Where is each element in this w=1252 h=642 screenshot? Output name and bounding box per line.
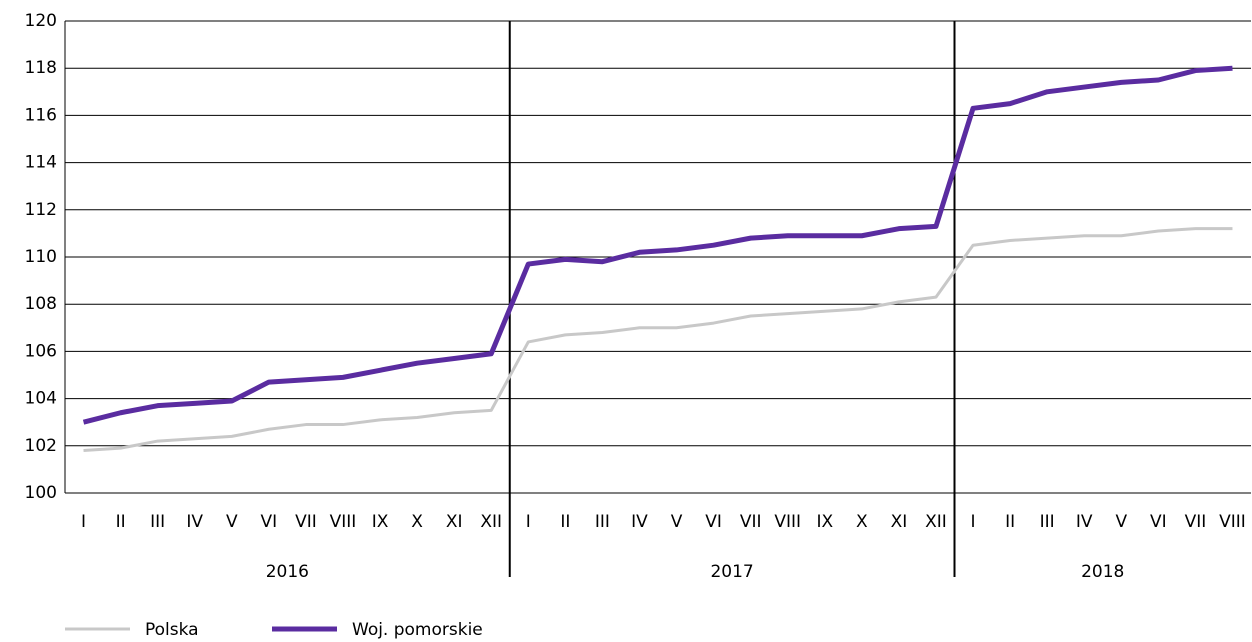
x-tick-label: VII (740, 512, 762, 532)
y-tick-label: 114 (25, 153, 57, 173)
x-tick-label: VI (705, 512, 722, 532)
y-tick-label: 112 (25, 200, 57, 220)
x-tick-label: III (150, 512, 165, 532)
y-tick-label: 102 (25, 436, 57, 456)
group-label: 2017 (710, 562, 753, 582)
x-tick-label: V (1115, 512, 1127, 532)
x-tick-label: IV (186, 512, 203, 532)
x-tick-label: IV (1076, 512, 1093, 532)
x-tick-label: VII (1185, 512, 1207, 532)
legend-label: Polska (145, 620, 199, 640)
x-tick-label: VIII (1219, 512, 1246, 532)
y-tick-label: 100 (25, 483, 57, 503)
y-tick-label: 110 (25, 247, 57, 267)
y-tick-label: 108 (25, 294, 57, 314)
x-tick-label: XI (446, 512, 463, 532)
series-line (82, 65, 1233, 425)
x-tick-label: I (971, 512, 976, 532)
x-tick-label: V (226, 512, 238, 532)
group-label: 2018 (1081, 562, 1124, 582)
x-tick-label: III (1040, 512, 1055, 532)
x-tick-label: I (526, 512, 531, 532)
x-tick-label: IX (372, 512, 389, 532)
x-tick-label: X (411, 512, 423, 532)
x-tick-label: XII (480, 512, 502, 532)
series-line (83, 227, 1233, 453)
y-tick-label: 104 (25, 389, 57, 409)
x-tick-label: VIII (774, 512, 801, 532)
y-tick-label: 120 (25, 11, 57, 31)
x-tick-label: II (116, 512, 126, 532)
y-tick-label: 106 (25, 341, 57, 361)
x-tick-label: VIII (330, 512, 357, 532)
x-tick-label: XI (891, 512, 908, 532)
x-tick-label: V (671, 512, 683, 532)
x-tick-label: II (560, 512, 570, 532)
legend-label: Woj. pomorskie (352, 620, 483, 640)
x-tick-label: II (1005, 512, 1015, 532)
group-label: 2016 (266, 562, 309, 582)
y-tick-label: 118 (25, 58, 57, 78)
x-tick-label: I (81, 512, 86, 532)
y-tick-label: 116 (25, 105, 57, 125)
x-tick-label: IX (816, 512, 833, 532)
x-tick-label: VI (1150, 512, 1167, 532)
x-tick-label: X (856, 512, 868, 532)
x-tick-label: XII (925, 512, 947, 532)
x-tick-label: IV (631, 512, 648, 532)
x-tick-label: III (595, 512, 610, 532)
x-tick-label: VI (261, 512, 278, 532)
x-tick-label: VII (295, 512, 317, 532)
